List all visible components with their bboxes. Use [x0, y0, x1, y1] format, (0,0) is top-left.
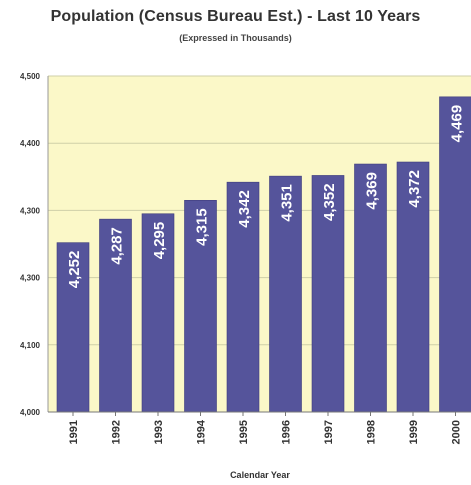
bar-value-label: 4,287	[109, 227, 126, 265]
bar-value-label: 4,469	[449, 105, 466, 143]
x-tick-label: 1991	[68, 420, 80, 444]
bar-value-label: 4,372	[406, 170, 423, 208]
chart-title: Population (Census Bureau Est.) - Last 1…	[50, 8, 421, 25]
chart-subtitle: (Expressed in Thousands)	[179, 33, 292, 43]
bar-value-label: 4,315	[194, 208, 211, 246]
y-tick-label: 4,400	[20, 139, 41, 148]
x-tick-label: 1997	[323, 420, 335, 444]
x-tick-label: 1998	[366, 420, 378, 444]
x-tick-label: 1994	[196, 419, 208, 444]
bar-value-label: 4,352	[321, 183, 338, 221]
x-tick-label: 1992	[111, 420, 123, 444]
bar-value-label: 4,369	[364, 172, 381, 210]
y-tick-label: 4,300	[20, 274, 41, 283]
bar	[354, 163, 387, 413]
bar-value-label: 4,342	[236, 190, 253, 228]
x-tick-label: 1993	[153, 420, 165, 444]
bar	[311, 175, 345, 413]
bar-value-label: 4,252	[66, 251, 83, 289]
x-axis-label: Calendar Year	[230, 470, 290, 480]
bar-value-label: 4,295	[151, 222, 168, 260]
bar	[439, 96, 471, 413]
y-tick-label: 4,100	[20, 341, 41, 350]
bar	[396, 161, 430, 413]
x-tick-label: 1999	[408, 420, 420, 444]
y-tick-label: 4,500	[20, 72, 41, 81]
bar	[184, 200, 217, 413]
bar	[141, 213, 175, 413]
bar	[226, 181, 260, 413]
bar-value-label: 4,351	[279, 184, 296, 222]
x-tick-label: 1996	[281, 420, 293, 444]
x-tick-label: 2000	[451, 420, 463, 444]
y-tick-label: 4,000	[20, 408, 41, 417]
bar	[269, 175, 302, 413]
bar	[99, 218, 132, 413]
y-tick-label: 4,300	[20, 206, 41, 215]
bar	[56, 242, 90, 413]
x-tick-label: 1995	[238, 420, 250, 444]
